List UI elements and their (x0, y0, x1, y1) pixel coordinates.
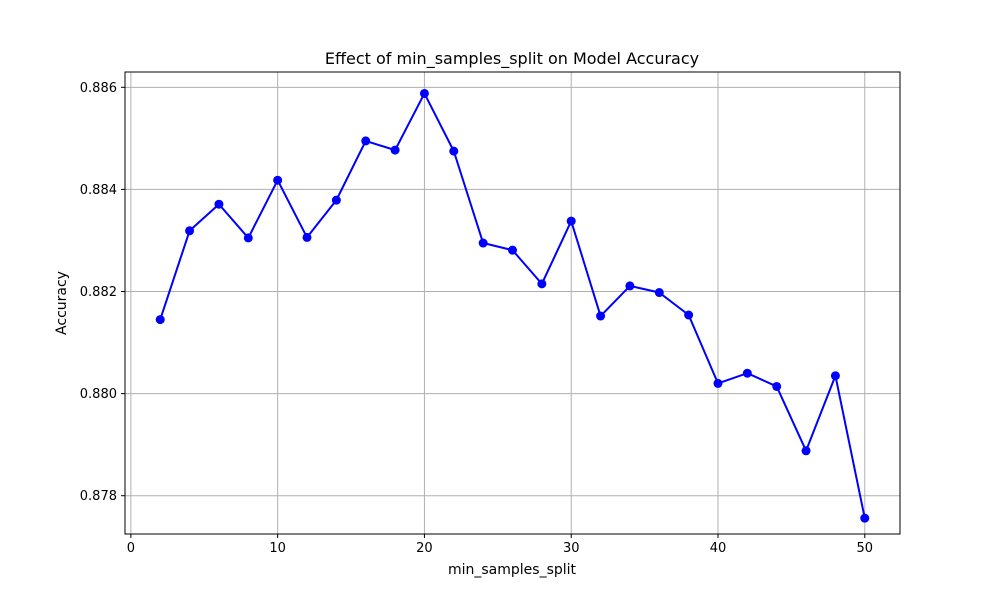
x-tick-label: 50 (856, 541, 873, 556)
data-point (860, 513, 870, 523)
data-point (801, 446, 811, 456)
y-tick-label: 0.878 (80, 489, 117, 504)
data-point (830, 371, 840, 381)
plot-area-frame (124, 71, 901, 535)
data-point (302, 232, 312, 242)
data-point (243, 233, 253, 243)
x-tick-label: 0 (127, 541, 135, 556)
y-tick-label: 0.886 (80, 81, 117, 96)
data-point (155, 315, 165, 325)
data-point (508, 245, 517, 255)
y-axis-label: Accuracy (54, 271, 70, 335)
data-point (742, 368, 752, 378)
y-tick-label: 0.880 (80, 387, 117, 402)
x-tick-label: 20 (416, 541, 433, 556)
data-point (331, 195, 341, 205)
data-point (713, 378, 723, 388)
chart-title: Effect of min_samples_split on Model Acc… (325, 49, 699, 69)
data-point (684, 310, 694, 320)
data-point (390, 145, 400, 155)
grid-lines (125, 72, 900, 534)
data-point (185, 226, 195, 236)
x-tick-label: 30 (563, 541, 580, 556)
data-point (478, 238, 488, 248)
data-point (566, 216, 576, 226)
data-point (214, 199, 224, 209)
data-point (596, 311, 606, 321)
axis-ticks: 0 10 20 30 40 50 0.878 0.880 0.882 0.884 0.886 (80, 81, 873, 556)
data-series (155, 88, 870, 523)
data-point (625, 281, 635, 291)
data-point (273, 175, 283, 185)
x-axis-label: min_samples_split (448, 562, 577, 578)
data-point (419, 88, 429, 98)
x-tick-label: 40 (710, 541, 727, 556)
data-point (654, 288, 664, 298)
y-tick-label: 0.882 (80, 285, 117, 300)
y-tick-label: 0.884 (80, 183, 117, 198)
data-point (772, 381, 782, 391)
data-point (537, 279, 547, 289)
data-point (361, 136, 371, 146)
data-point (449, 146, 459, 156)
x-tick-label: 10 (269, 541, 286, 556)
